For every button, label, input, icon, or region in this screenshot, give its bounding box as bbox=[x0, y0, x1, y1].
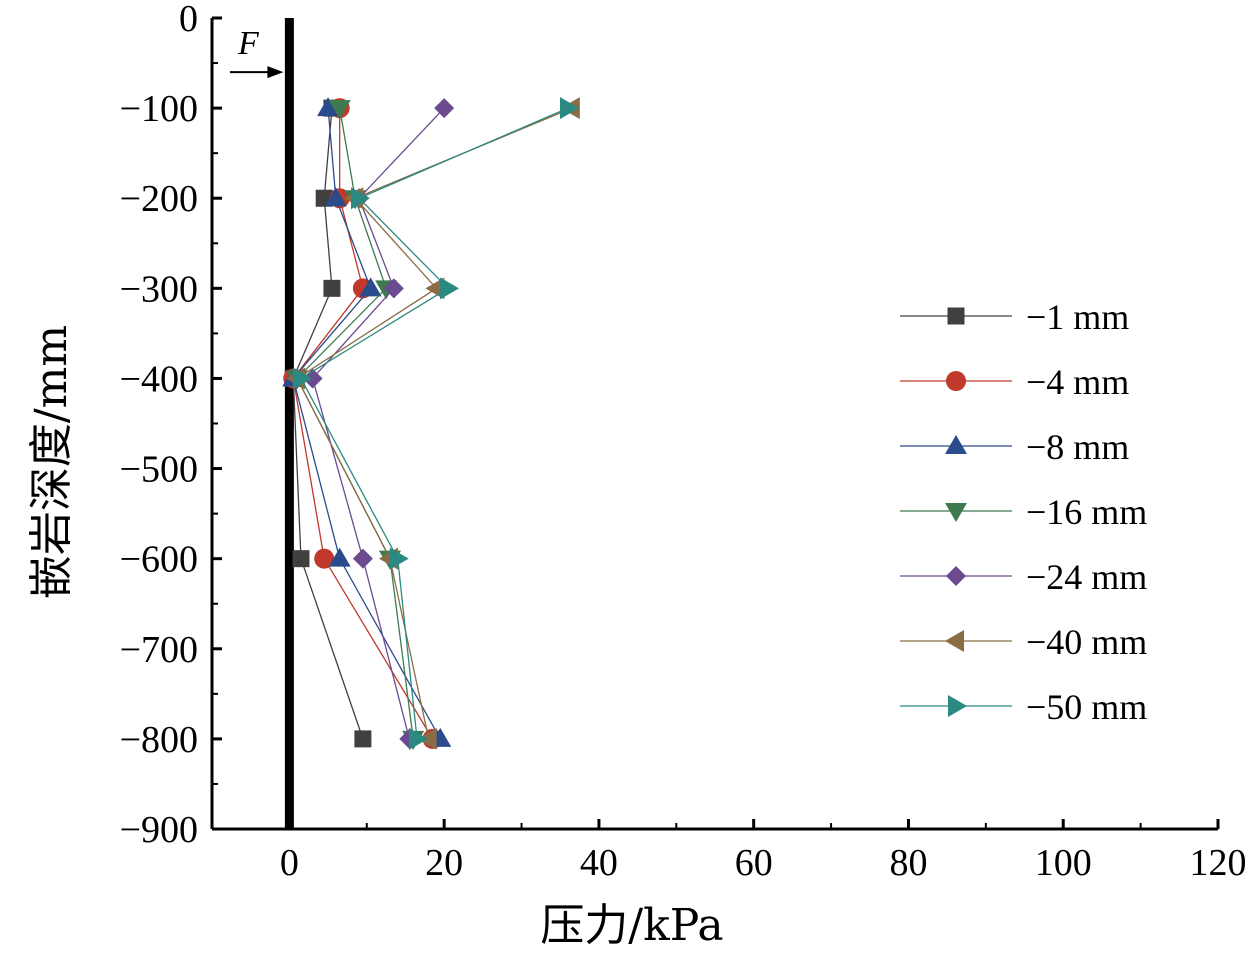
data-point bbox=[324, 187, 347, 207]
series-line bbox=[292, 108, 441, 740]
data-point bbox=[314, 548, 335, 569]
y-tick-label: 0 bbox=[179, 0, 198, 40]
legend-marker bbox=[948, 695, 967, 717]
legend-marker bbox=[945, 435, 967, 454]
force-label: F bbox=[237, 25, 260, 62]
legend-marker bbox=[945, 630, 964, 652]
y-tick-label: −200 bbox=[120, 178, 198, 220]
legend-label: −50 mm bbox=[1026, 687, 1147, 727]
y-tick-label: −700 bbox=[120, 629, 198, 671]
legend-item: −4 mm bbox=[900, 362, 1129, 402]
legend-label: −4 mm bbox=[1026, 362, 1129, 402]
data-point bbox=[383, 278, 404, 299]
x-axis-title: 压力/kPa bbox=[540, 900, 723, 951]
series-line bbox=[296, 107, 573, 740]
data-point bbox=[559, 97, 579, 120]
legend-label: −40 mm bbox=[1026, 622, 1147, 662]
x-tick-label: 60 bbox=[735, 842, 773, 884]
force-arrow-head bbox=[267, 66, 284, 79]
y-tick-label: −800 bbox=[120, 719, 198, 761]
pile-layer: F bbox=[230, 18, 294, 829]
legend-item: −8 mm bbox=[900, 427, 1129, 467]
data-point bbox=[409, 727, 429, 750]
y-tick-label: −100 bbox=[120, 88, 198, 130]
legend-marker bbox=[945, 503, 967, 522]
x-tick-label: 40 bbox=[580, 842, 618, 884]
legend-item: −50 mm bbox=[900, 687, 1147, 727]
y-tick-label: −500 bbox=[120, 449, 198, 491]
data-point bbox=[389, 547, 409, 570]
data-point bbox=[328, 547, 351, 567]
x-tick-label: 0 bbox=[280, 842, 299, 884]
x-tick-label: 100 bbox=[1035, 842, 1092, 884]
legend: −1 mm −4 mm −8 mm −16 mm −24 mm −40 mm −50 mm bbox=[900, 297, 1147, 727]
data-point bbox=[328, 100, 351, 120]
data-point bbox=[292, 550, 310, 568]
y-axis-title: 嵌岩深度/mm bbox=[26, 325, 77, 599]
legend-marker bbox=[946, 371, 966, 391]
legend-item: −24 mm bbox=[900, 557, 1147, 597]
legend-label: −16 mm bbox=[1026, 492, 1147, 532]
legend-label: −24 mm bbox=[1026, 557, 1147, 597]
x-tick-label: 120 bbox=[1190, 842, 1247, 884]
data-point bbox=[302, 368, 323, 389]
series-line bbox=[300, 107, 569, 739]
series-line bbox=[292, 108, 434, 740]
series-line bbox=[296, 108, 414, 739]
data-point bbox=[317, 97, 340, 117]
series-layer bbox=[282, 97, 580, 750]
data-point bbox=[352, 548, 373, 569]
data-point bbox=[292, 367, 312, 390]
legend-marker bbox=[947, 307, 965, 325]
data-point bbox=[351, 187, 371, 210]
data-point bbox=[434, 98, 455, 119]
data-point bbox=[323, 279, 341, 297]
x-tick-label: 80 bbox=[889, 842, 927, 884]
legend-marker bbox=[946, 566, 966, 586]
y-tick-label: −400 bbox=[120, 358, 198, 400]
data-point bbox=[440, 277, 460, 300]
data-point bbox=[359, 277, 382, 297]
series-7 bbox=[292, 97, 579, 750]
x-tick-label: 20 bbox=[425, 842, 463, 884]
series-line bbox=[292, 108, 364, 740]
y-tick-label: −900 bbox=[120, 809, 198, 851]
axes: 0 −100 −200 −300 −400 −500 −600 −700 −800 −900 0 20… bbox=[120, 0, 1247, 884]
y-tick-label: −600 bbox=[120, 539, 198, 581]
data-point bbox=[354, 730, 372, 748]
legend-label: −8 mm bbox=[1026, 427, 1129, 467]
legend-item: −40 mm bbox=[900, 622, 1147, 662]
legend-item: −1 mm bbox=[900, 297, 1129, 337]
legend-label: −1 mm bbox=[1026, 297, 1129, 337]
y-tick-label: −300 bbox=[120, 268, 198, 310]
series-line bbox=[311, 107, 445, 740]
legend-item: −16 mm bbox=[900, 492, 1147, 532]
